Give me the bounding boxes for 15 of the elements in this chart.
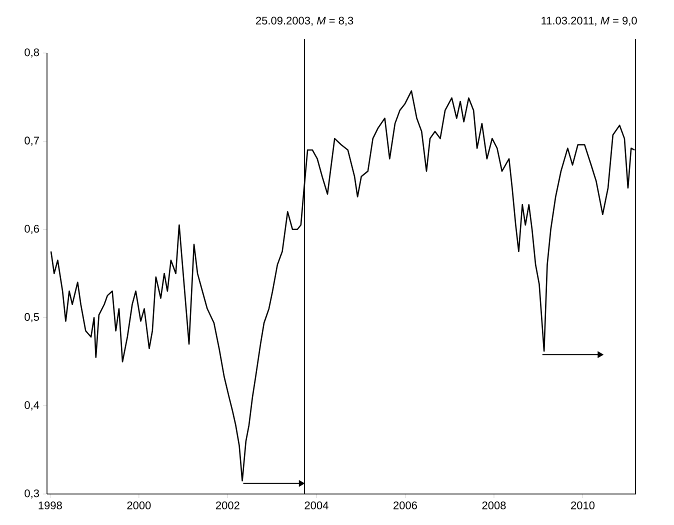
y-tick-label: 0,5 xyxy=(24,313,40,322)
x-tick-label: 2006 xyxy=(394,502,417,510)
ref-line-label: 25.09.2003, M = 8,3 xyxy=(256,16,354,26)
x-tick-label: 1998 xyxy=(38,502,62,510)
y-tick-label: 0,6 xyxy=(24,224,40,234)
y-tick-label: 0,4 xyxy=(24,401,40,410)
x-tick-label: 2000 xyxy=(127,502,151,510)
x-tick-label: 2008 xyxy=(482,502,506,510)
y-tick-label: 0,3 xyxy=(24,489,40,499)
y-tick-label: 0,8 xyxy=(24,48,40,58)
ref-line-label: 11.03.2011, M = 9,0 xyxy=(542,16,637,26)
y-tick-label: 0,7 xyxy=(24,136,39,146)
x-tick-label: 2004 xyxy=(304,502,328,510)
x-tick-label: 2010 xyxy=(571,502,595,510)
x-tick-label: 2002 xyxy=(216,502,240,510)
